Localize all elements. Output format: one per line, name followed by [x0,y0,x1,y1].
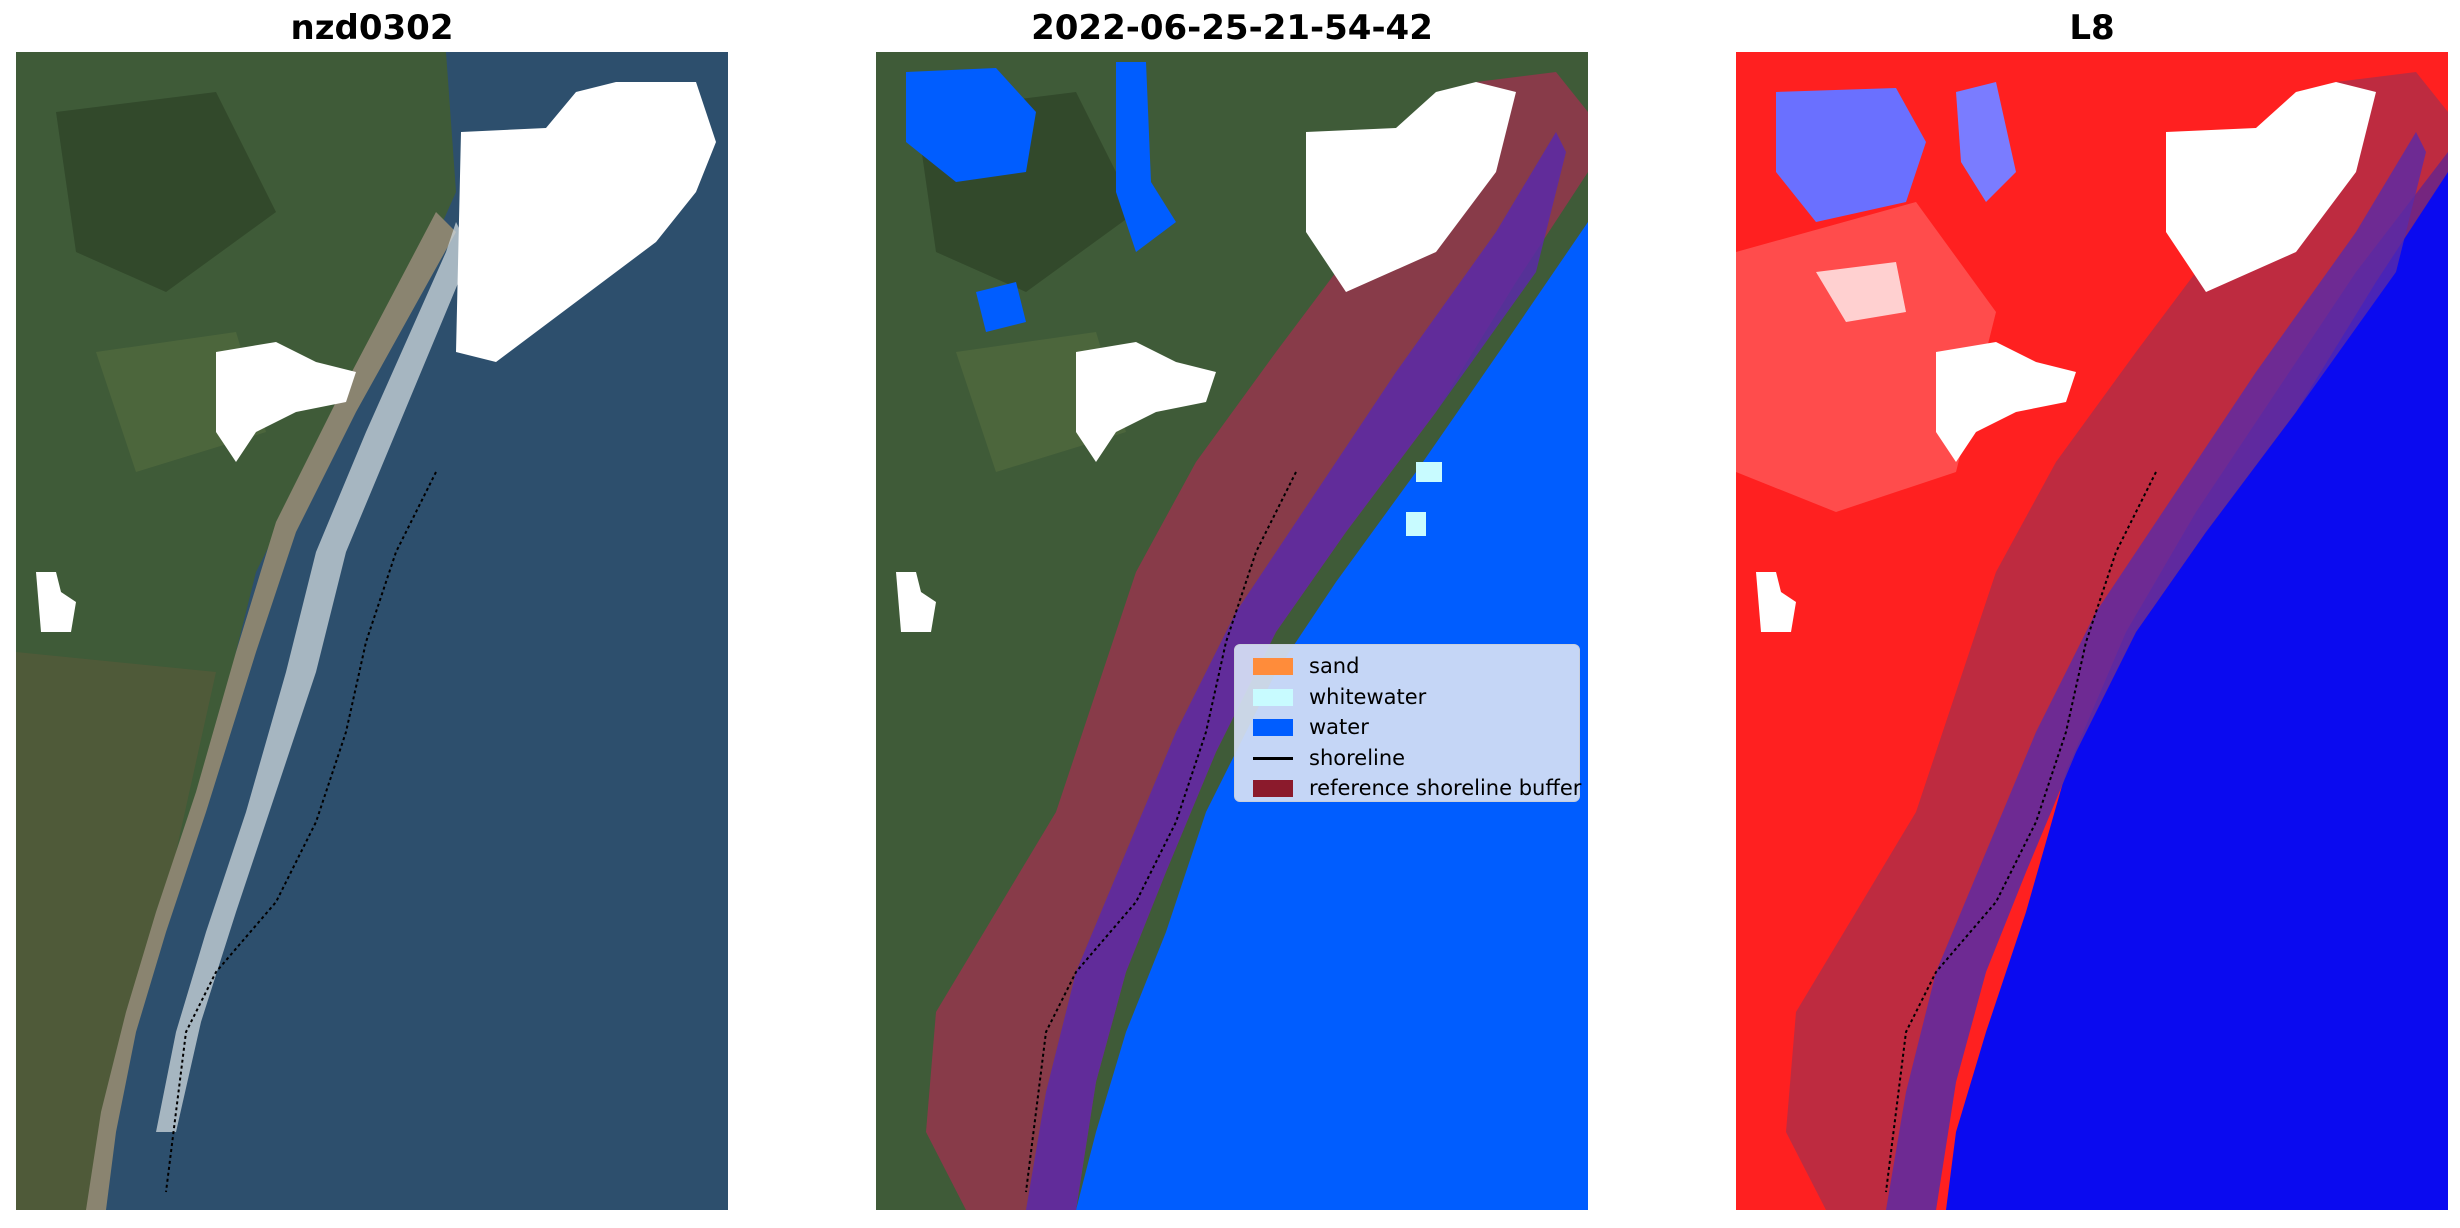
legend-label: reference shoreline buffer [1309,776,1582,800]
legend-swatch [1253,719,1293,736]
legend-item-water: water [1245,712,1569,743]
classified-image [876,52,1588,1210]
legend-swatch [1253,658,1293,675]
legend-item-whitewater: whitewater [1245,682,1569,713]
satellite-rgb-image [16,52,728,1210]
panel-title: nzd0302 [290,8,454,48]
legend-line [1253,756,1293,760]
legend-swatch [1253,688,1293,706]
legend-label: water [1309,715,1369,739]
legend-label: whitewater [1309,684,1427,709]
legend-swatch [1253,780,1293,797]
legend-item-sand: sand [1245,651,1569,682]
legend: sand whitewater water shoreline referenc… [1234,644,1581,804]
legend-label: shoreline [1309,745,1406,770]
legend-item-shoreline: shoreline [1245,743,1569,774]
legend-label: sand [1309,654,1360,678]
index-image [1736,52,2448,1210]
legend-item-buffer: reference shoreline buffer [1245,773,1581,804]
panel-title: 2022-06-25-21-54-42 [1031,8,1433,48]
panel-title: L8 [2069,8,2115,48]
